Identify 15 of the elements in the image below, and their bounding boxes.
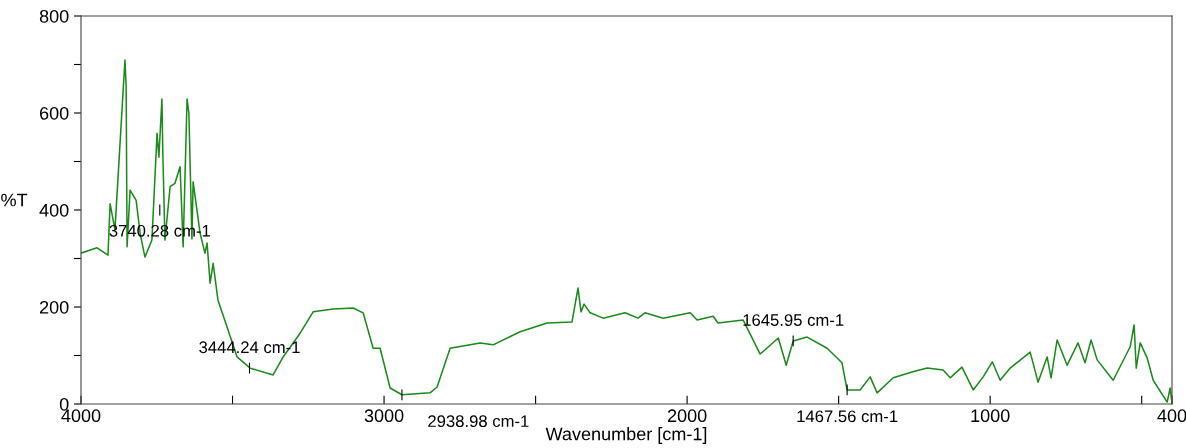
y-tick-label: 400 (39, 203, 69, 217)
annotation: 1467.56 cm-1 (797, 410, 898, 423)
y-axis-title: %T (1, 193, 28, 207)
x-tick-label: 3000 (364, 409, 404, 423)
annotation: 1645.95 cm-1 (743, 314, 844, 326)
y-tick-label: 600 (39, 106, 69, 120)
annotation: 2938.98 cm-1 (428, 415, 529, 428)
y-tick-label: 0 (59, 397, 69, 411)
y-tick-label: 800 (39, 9, 69, 23)
x-tick-label: 400 (1157, 409, 1186, 423)
x-tick-label: 4000 (61, 409, 101, 423)
x-tick-label: 2000 (667, 409, 707, 423)
x-tick-label: 1000 (971, 409, 1010, 423)
y-tick-label: 200 (39, 300, 69, 314)
x-axis-title: Wavenumber [cm-1] (545, 427, 707, 444)
